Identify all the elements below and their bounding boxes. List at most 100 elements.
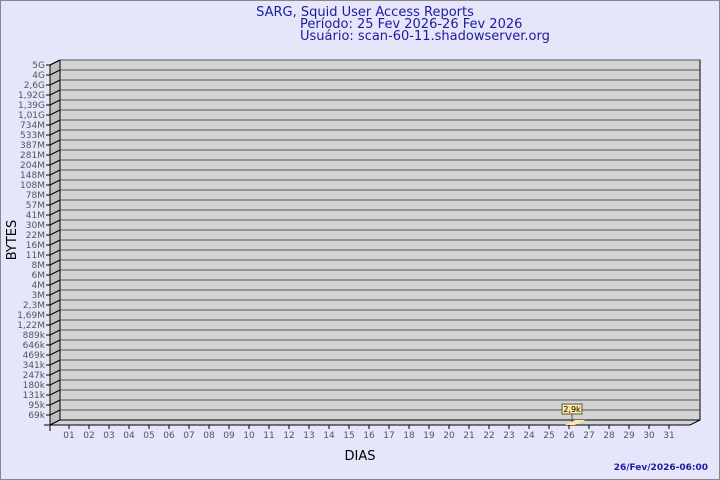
- x-tick-label: 12: [283, 431, 294, 441]
- x-tick-label: 24: [523, 431, 535, 441]
- x-tick-label: 16: [363, 431, 375, 441]
- y-tick-label: 1,69M: [17, 311, 45, 321]
- y-axis-label: BYTES: [5, 220, 20, 261]
- y-tick-depth: [49, 259, 61, 266]
- y-tick-depth: [49, 189, 61, 196]
- x-tick-label: 13: [303, 431, 314, 441]
- y-tick-label: 247k: [23, 371, 46, 381]
- y-tick-depth: [49, 279, 61, 286]
- y-tick-label: 69k: [28, 411, 45, 421]
- y-tick-label: 646k: [23, 341, 46, 351]
- y-tick-label: 16M: [26, 241, 45, 251]
- bar: [565, 420, 585, 425]
- y-tick-depth: [49, 399, 61, 406]
- y-tick-depth: [49, 249, 61, 256]
- y-tick-label: 78M: [26, 191, 45, 201]
- x-tick-label: 05: [143, 431, 154, 441]
- y-tick-label: 41M: [26, 211, 45, 221]
- y-tick-label: 108M: [20, 181, 45, 191]
- y-tick-depth: [49, 139, 61, 146]
- chart-user: Usuário: scan-60-11.shadowserver.org: [300, 29, 550, 44]
- x-tick-label: 19: [423, 431, 435, 441]
- y-tick-depth: [49, 179, 61, 186]
- y-tick-depth: [49, 339, 61, 346]
- y-tick-depth: [49, 199, 61, 206]
- x-tick-label: 25: [543, 431, 554, 441]
- y-tick-label: 469k: [23, 351, 46, 361]
- y-tick-label: 180k: [23, 381, 46, 391]
- x-tick-label: 21: [463, 431, 474, 441]
- y-tick-label: 11M: [26, 251, 45, 261]
- x-tick-label: 09: [223, 431, 235, 441]
- y-tick-depth: [49, 349, 61, 356]
- y-tick-depth: [49, 219, 61, 226]
- x-tick-label: 08: [203, 431, 215, 441]
- y-tick-label: 1,39G: [18, 101, 45, 111]
- x-tick-label: 06: [163, 431, 175, 441]
- x-tick-label: 11: [263, 431, 274, 441]
- x-tick-label: 27: [583, 431, 594, 441]
- y-tick-label: 281M: [20, 151, 45, 161]
- y-tick-label: 1,92G: [18, 91, 45, 101]
- y-tick-label: 204M: [20, 161, 45, 171]
- y-tick-label: 8M: [32, 261, 46, 271]
- y-tick-label: 1,01G: [18, 111, 45, 121]
- y-tick-depth: [49, 309, 61, 316]
- y-tick-label: 2,6G: [24, 81, 45, 91]
- x-tick-label: 30: [643, 431, 655, 441]
- x-tick-label: 20: [443, 431, 455, 441]
- y-tick-depth: [49, 369, 61, 376]
- y-tick-label: 734M: [20, 121, 45, 131]
- y-tick-depth: [49, 119, 61, 126]
- y-tick-label: 6M: [32, 271, 46, 281]
- y-tick-depth: [49, 359, 61, 366]
- plot-floor: [49, 419, 701, 426]
- y-tick-label: 131k: [23, 391, 46, 401]
- x-tick-label: 29: [623, 431, 635, 441]
- y-tick-depth: [49, 169, 61, 176]
- y-tick-depth: [49, 89, 61, 96]
- y-tick-depth: [49, 99, 61, 106]
- y-tick-depth: [49, 159, 61, 166]
- y-tick-label: 30M: [26, 221, 45, 231]
- x-tick-label: 10: [243, 431, 255, 441]
- y-tick-depth: [49, 379, 61, 386]
- y-tick-label: 341k: [23, 361, 46, 371]
- y-tick-label: 5G: [32, 61, 45, 71]
- y-tick-depth: [49, 109, 61, 116]
- chart-period: Período: 25 Fev 2026-26 Fev 2026: [300, 17, 522, 32]
- x-tick-label: 02: [83, 431, 94, 441]
- y-tick-label: 533M: [20, 131, 45, 141]
- y-tick-label: 57M: [26, 201, 45, 211]
- y-tick-depth: [49, 149, 61, 156]
- y-tick-depth: [49, 59, 61, 66]
- y-tick-label: 95k: [28, 401, 45, 411]
- x-tick-label: 14: [323, 431, 335, 441]
- y-tick-depth: [49, 329, 61, 336]
- x-tick-label: 31: [663, 431, 674, 441]
- x-tick-label: 28: [603, 431, 615, 441]
- y-tick-label: 4M: [32, 281, 46, 291]
- y-tick-depth: [49, 289, 61, 296]
- x-tick-label: 23: [503, 431, 514, 441]
- x-tick-label: 01: [63, 431, 74, 441]
- data-label-box: [561, 403, 583, 415]
- data-label: 2,9k: [563, 405, 581, 414]
- y-tick-depth: [49, 269, 61, 276]
- chart-title: SARG, Squid User Access Reports: [256, 5, 474, 20]
- x-tick-label: 17: [383, 431, 394, 441]
- x-axis-label: DIAS: [345, 449, 376, 464]
- y-tick-depth: [49, 129, 61, 136]
- y-tick-label: 3M: [32, 291, 46, 301]
- x-tick-label: 04: [123, 431, 135, 441]
- x-tick-label: 26: [563, 431, 575, 441]
- y-tick-depth: [49, 209, 61, 216]
- y-tick-label: 1,22M: [17, 321, 45, 331]
- y-tick-label: 4G: [32, 71, 45, 81]
- x-tick-label: 22: [483, 431, 494, 441]
- x-tick-label: 18: [403, 431, 415, 441]
- x-tick-label: 07: [183, 431, 194, 441]
- y-tick-label: 387M: [20, 141, 45, 151]
- y-tick-label: 22M: [26, 231, 45, 241]
